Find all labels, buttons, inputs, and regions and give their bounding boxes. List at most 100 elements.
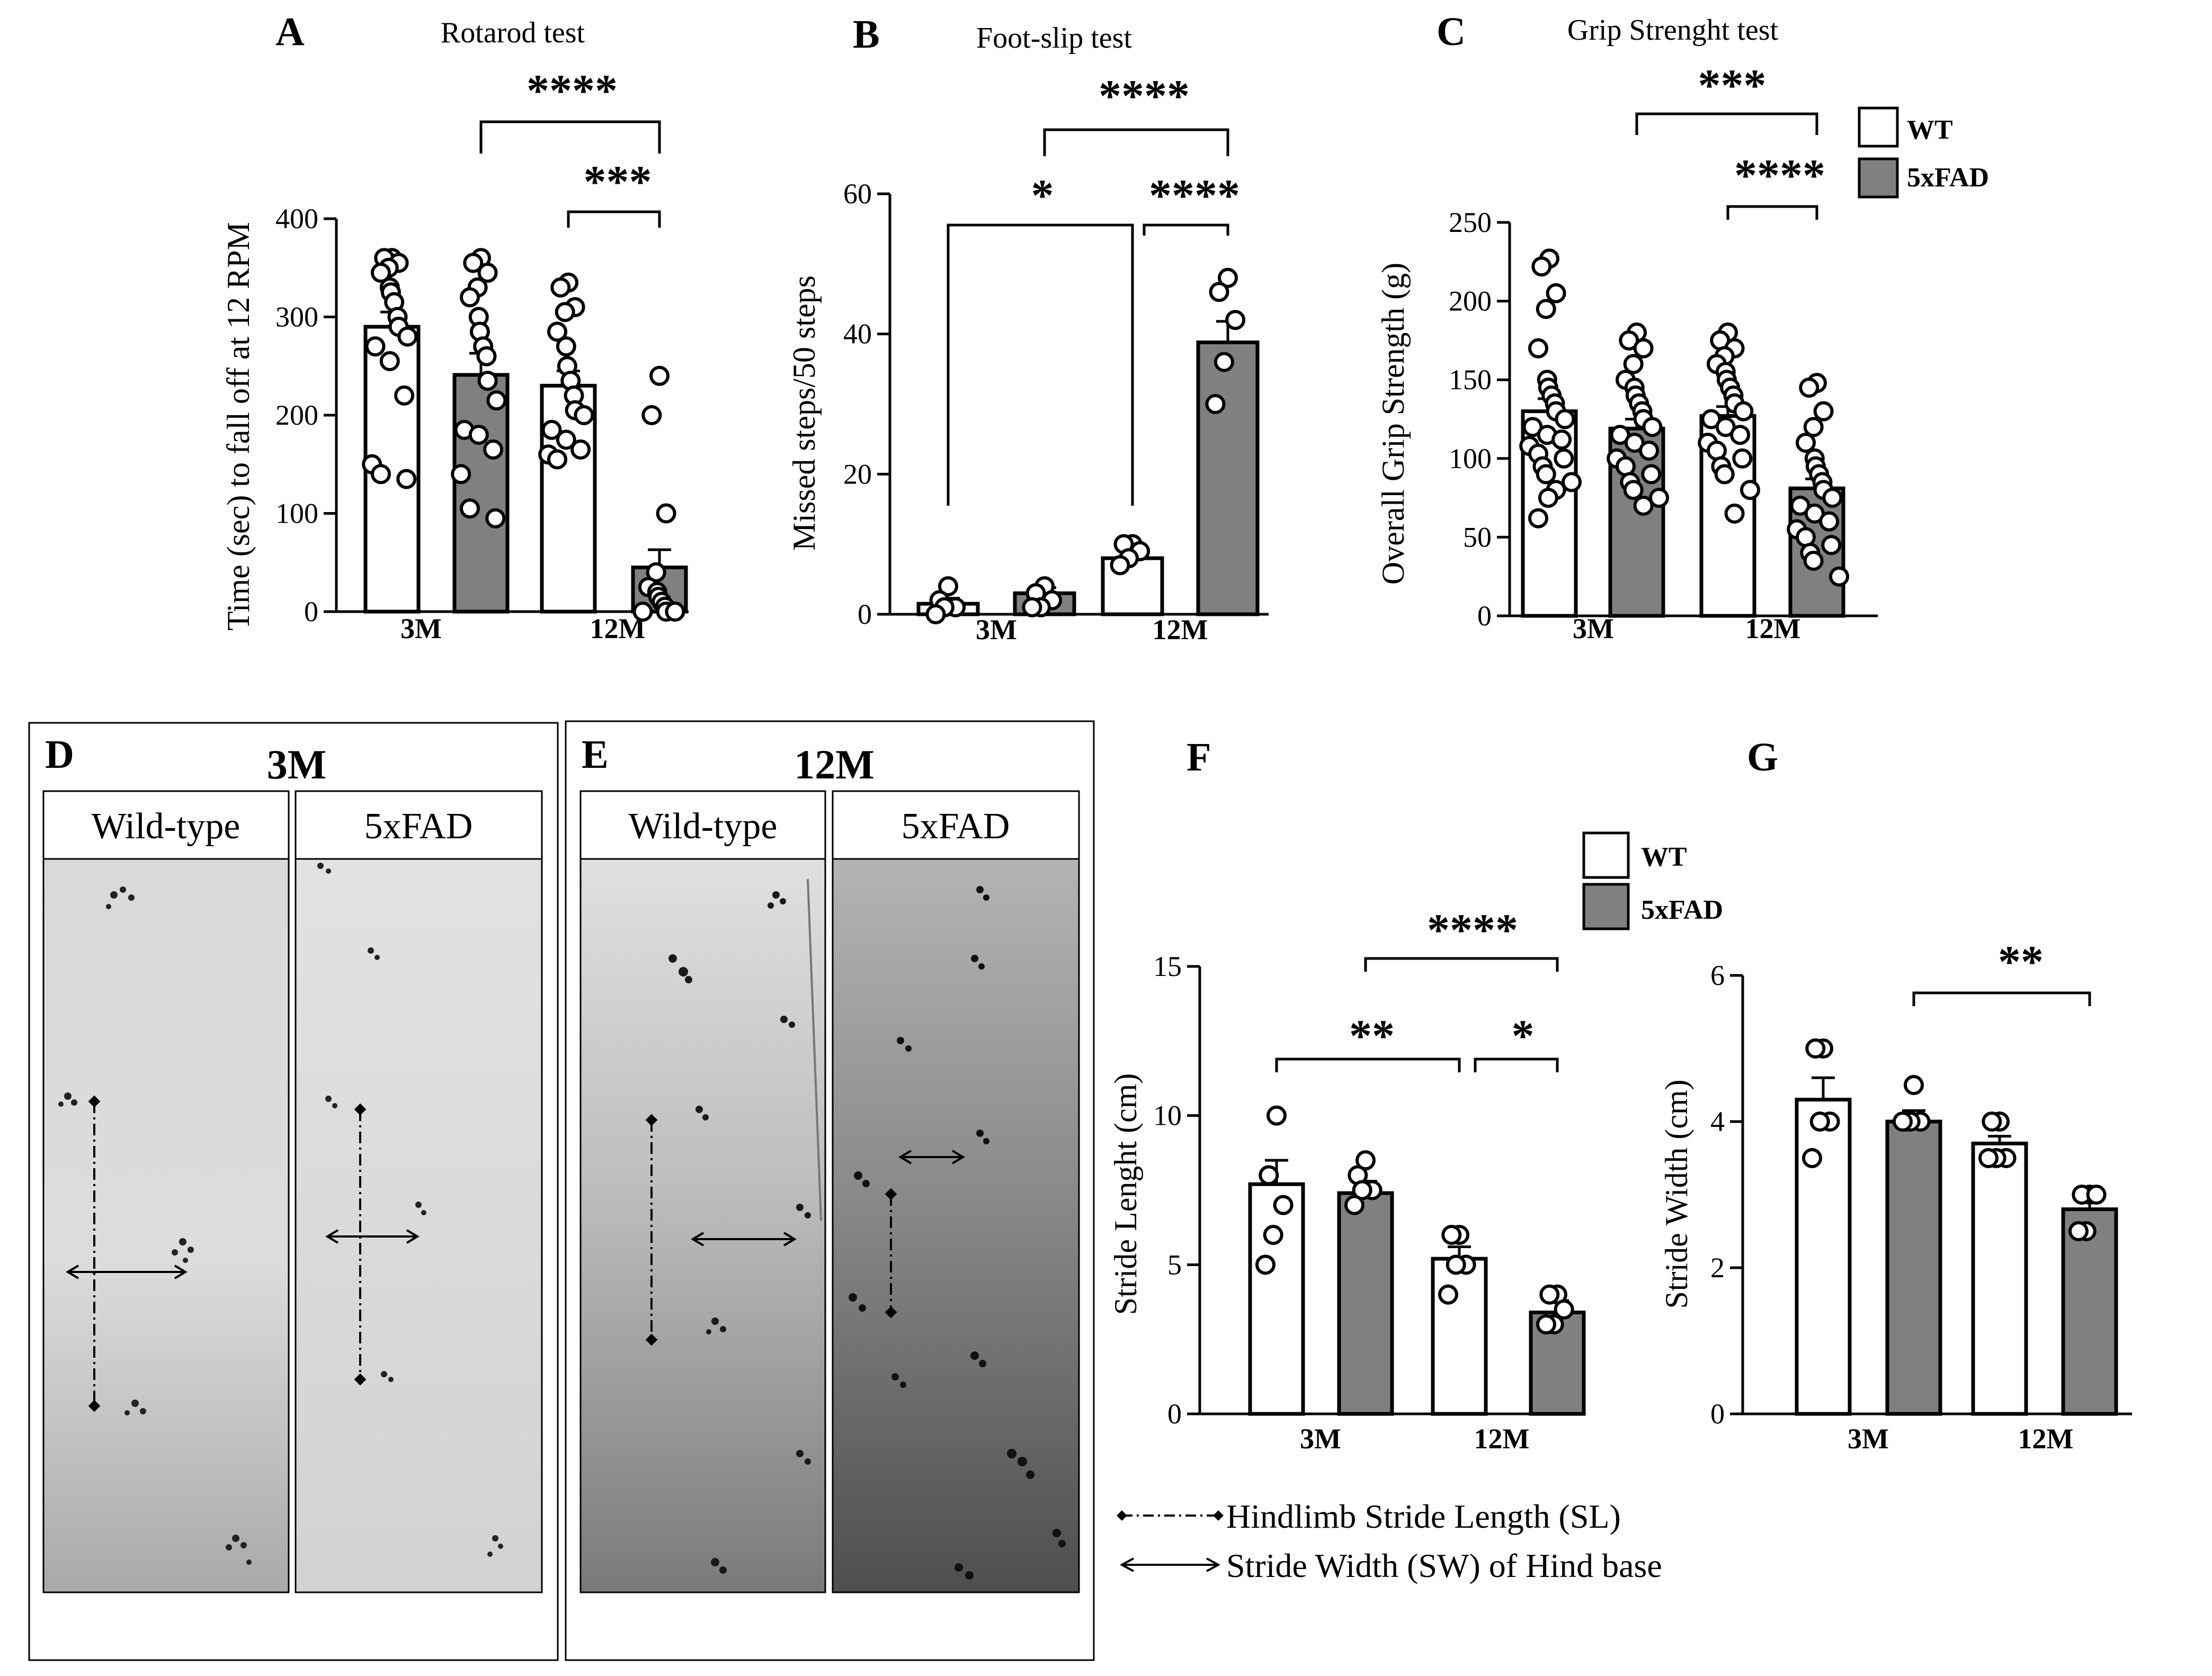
panel-f-y-tick-label: 15 <box>1153 951 1182 982</box>
panel-f-data-point <box>1255 1254 1276 1275</box>
panel-b-significance-bracket <box>1143 223 1229 236</box>
panel-a-data-point <box>365 336 386 357</box>
panel-f-data-point <box>1259 1165 1279 1186</box>
panel-c-y-tick-label: 150 <box>1449 364 1492 396</box>
panel-a-data-point <box>394 385 415 406</box>
panel-g-data-point <box>1893 1112 1913 1132</box>
panel-b-category-3m: 3M <box>976 614 1017 646</box>
panel-g-y-tick-label: 2 <box>1710 1252 1725 1284</box>
panel-c-data-point <box>1562 472 1582 492</box>
panel-c-data-point <box>1528 338 1548 358</box>
panel-a-data-point <box>547 449 567 470</box>
panel-a-y-axis-label: Time (sec) to fall off at 12 RPM <box>221 222 256 631</box>
panel-f-data-point <box>1352 1180 1372 1200</box>
panel-g-bar-12m-5xfad <box>2061 1207 2118 1416</box>
key-stride-width-text: Stride Width (SW) of Hind base <box>1226 1547 1662 1584</box>
panel-c-data-point <box>1623 480 1644 500</box>
panel-b-y-tick-label: 60 <box>843 178 872 210</box>
panel-c-data-point <box>1546 283 1566 303</box>
panel-f-significance-2: ** <box>1349 1010 1395 1061</box>
panel-a-y-tick-label: 200 <box>275 399 318 431</box>
panel-a-data-point <box>463 253 484 273</box>
panel-g-y-tick-label: 0 <box>1710 1398 1725 1430</box>
legend-f-wt-label: WT <box>1641 842 1687 872</box>
panel-b-data-point <box>1205 394 1226 414</box>
panel-a-significance-bracket <box>567 210 661 228</box>
panel-c-data-point <box>1740 480 1760 500</box>
legend-5xfad-label: 5xFAD <box>1907 163 1989 193</box>
panel-f-data-point <box>1263 1225 1283 1245</box>
panel-g-y-tick-label: 4 <box>1710 1106 1725 1137</box>
panel-g-data-point <box>1802 1148 1822 1168</box>
panel-f-data-point <box>1446 1254 1466 1275</box>
panel-a-data-point <box>556 429 576 450</box>
panel-f-bar-3m-5xfad <box>1337 1191 1394 1416</box>
panel-a-y-tick-label: 300 <box>275 301 318 333</box>
panel-a-data-point <box>371 464 391 485</box>
panel-b-data-point <box>1022 597 1042 617</box>
panel-g-bar-3m-5xfad <box>1885 1119 1942 1416</box>
panel-c-data-point <box>1724 503 1745 524</box>
panel-f-y-axis-label: Stride Lenght (cm) <box>1108 1073 1143 1315</box>
panel-e-header-5xfad <box>832 790 1080 860</box>
panel-c-data-point <box>1803 550 1824 571</box>
panel-f-y-tick-label: 0 <box>1167 1398 1182 1430</box>
panel-g-y-tick-label: 6 <box>1710 960 1725 991</box>
panel-c-title: Grip Strenght test <box>1567 14 1779 47</box>
legend-wt-swatch <box>1858 106 1899 148</box>
panel-b-data-point <box>938 576 958 597</box>
panel-g-data-point <box>1809 1112 1830 1132</box>
panel-c-data-point <box>1821 535 1842 555</box>
panel-d-wildtype-label: Wild-type <box>92 806 240 847</box>
key-stride-length-text: Hindlimb Stride Length (SL) <box>1226 1498 1621 1535</box>
panel-a-data-point <box>486 390 507 411</box>
panel-a-data-point <box>641 405 662 425</box>
panel-b-title: Foot-slip test <box>976 22 1132 55</box>
panel-b-y-tick-label: 20 <box>843 458 872 490</box>
panel-d-header-wildtype <box>42 790 290 860</box>
foot-slip-chart-panel: B Foot-slip test Missed steps/50 steps 3… <box>787 12 1269 646</box>
panel-f-data-point <box>1344 1195 1364 1215</box>
legend-5xfad-swatch <box>1858 157 1899 199</box>
panel-a-data-point <box>460 498 480 519</box>
panel-f-data-point <box>1539 1284 1560 1305</box>
panel-f-data-point <box>1438 1284 1458 1305</box>
panel-g-category-3m: 3M <box>1848 1423 1889 1455</box>
panel-f-significance-bracket <box>1474 1057 1559 1072</box>
panel-g-category-12m: 12M <box>2018 1423 2074 1455</box>
grip-strength-chart-panel: C Grip Strenght test Overall Grip Streng… <box>1376 10 1989 644</box>
panel-c-data-point <box>1623 354 1644 374</box>
panel-c-data-point <box>1536 464 1556 485</box>
panel-b-data-point <box>1218 267 1238 288</box>
panel-c-data-point <box>1633 495 1654 516</box>
legend-f-wt-swatch <box>1582 831 1630 879</box>
panel-a-y-tick-label: 0 <box>304 596 318 628</box>
panel-c-y-tick-label: 250 <box>1449 207 1492 238</box>
panel-a-data-point <box>379 351 400 371</box>
panel-c-significance-1: *** <box>1698 60 1767 111</box>
panel-b-data-point <box>1214 352 1234 372</box>
panel-g-bar-12m-wt <box>1971 1141 2028 1416</box>
panel-b-data-point <box>1110 555 1130 576</box>
gait-marker-key: Hindlimb Stride Length (SL) Stride Width… <box>1117 1498 1662 1584</box>
panel-b-y-tick-label: 0 <box>858 598 872 630</box>
panel-c-data-point <box>1714 464 1735 485</box>
panel-a-data-point <box>371 263 391 283</box>
panel-c-y-tick-label: 50 <box>1463 521 1492 553</box>
panel-d-wildtype-footprints <box>42 858 290 1593</box>
panel-a-data-point <box>451 464 471 485</box>
panel-f-category-12m: 12M <box>1474 1423 1530 1455</box>
panel-b-significance-3: **** <box>1149 170 1240 221</box>
panel-a-data-point <box>397 326 418 347</box>
panel-g-bar-3m-wt <box>1795 1098 1852 1416</box>
panel-label-c: C <box>1437 10 1466 54</box>
stride-width-chart-panel: G Stride Width (cm) 3M 12M ** 0 2 4 6 <box>1659 735 2132 1455</box>
panel-c-y-tick-label: 100 <box>1449 443 1492 474</box>
panel-e-wildtype-label: Wild-type <box>629 806 778 847</box>
panel-a-data-point <box>396 469 417 489</box>
panel-g-y-axis-label: Stride Width (cm) <box>1659 1079 1694 1308</box>
panel-b-y-tick-label: 40 <box>843 318 872 350</box>
panel-a-data-point <box>632 602 653 622</box>
panel-a-data-point <box>555 302 575 322</box>
panel-a-data-point <box>485 508 506 528</box>
